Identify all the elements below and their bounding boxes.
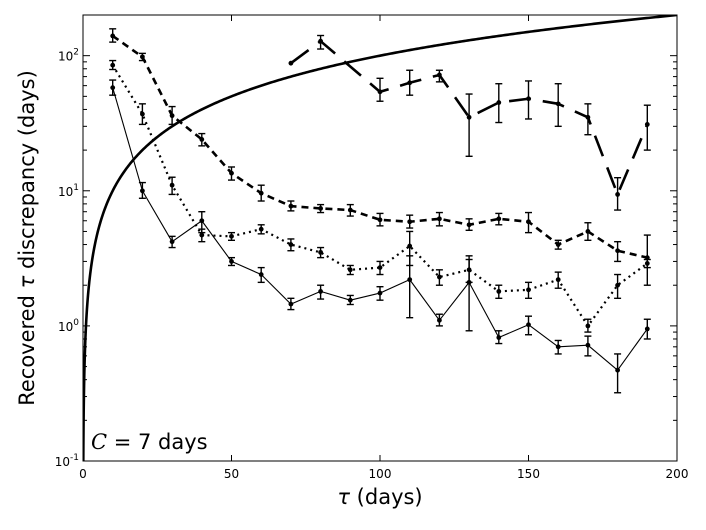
series-layer <box>83 15 677 461</box>
data-point <box>377 290 383 296</box>
data-point <box>377 217 383 223</box>
data-point <box>288 60 294 66</box>
y-tick-label: 10-1 <box>55 453 79 469</box>
data-point <box>169 239 175 245</box>
data-point <box>318 249 323 255</box>
data-point <box>318 38 323 44</box>
x-tick-label: 150 <box>517 467 540 481</box>
data-point <box>615 367 620 373</box>
data-point <box>644 326 650 332</box>
data-point <box>437 317 442 323</box>
data-point <box>229 259 234 264</box>
x-tick-label: 0 <box>79 467 87 481</box>
ticks-layer: 0 50 100 150 200 10-1 100 101 102 <box>55 14 689 481</box>
data-point <box>169 113 175 119</box>
y-axis-label: Recovered τ discrepancy (days) <box>15 70 39 406</box>
data-point <box>466 222 472 228</box>
data-point <box>199 218 205 224</box>
data-point <box>615 248 620 254</box>
data-point <box>466 279 472 285</box>
x-tick-label: 100 <box>369 467 392 481</box>
data-point <box>585 342 591 348</box>
data-point <box>555 101 561 107</box>
data-point <box>347 267 353 273</box>
data-point <box>466 114 472 120</box>
y-tick-label: 102 <box>58 48 79 64</box>
data-point <box>377 265 383 271</box>
data-point <box>526 287 531 293</box>
reference-line <box>83 15 677 461</box>
data-point <box>585 114 591 120</box>
data-point <box>169 182 175 188</box>
data-point <box>140 188 145 194</box>
data-point <box>110 33 116 39</box>
y-tick-label: 100 <box>58 318 79 334</box>
data-point <box>555 344 561 350</box>
data-point <box>496 216 502 222</box>
x-tick-label: 50 <box>224 467 239 481</box>
data-point <box>347 207 353 213</box>
data-point <box>318 206 323 211</box>
data-point <box>140 54 145 60</box>
data-point <box>407 243 413 249</box>
data-point <box>496 289 502 294</box>
data-point <box>615 192 620 197</box>
data-point <box>110 62 116 68</box>
data-point <box>526 322 531 328</box>
data-point <box>437 274 442 280</box>
data-point <box>496 335 502 340</box>
data-point <box>258 226 264 232</box>
data-point <box>437 72 442 78</box>
series-line <box>290 39 649 196</box>
data-point <box>555 242 561 247</box>
data-point <box>585 323 591 329</box>
data-point <box>347 297 353 303</box>
series-long-dash <box>288 34 651 211</box>
data-point <box>288 242 294 247</box>
data-point <box>407 80 413 86</box>
x-tick-label: 200 <box>666 467 689 481</box>
data-point <box>199 232 205 238</box>
series-dotted <box>109 59 651 333</box>
x-axis-label: τ (days) <box>337 485 422 509</box>
annotation-cadence: C = 7 days <box>91 430 208 454</box>
data-point <box>526 96 531 102</box>
series-reference-y-x <box>83 15 677 461</box>
data-point <box>288 301 294 307</box>
data-point <box>644 261 650 266</box>
data-point <box>110 85 116 91</box>
data-point <box>258 272 264 277</box>
data-point <box>437 216 442 222</box>
data-point <box>407 219 413 225</box>
data-point <box>140 111 145 117</box>
data-point <box>585 229 591 234</box>
data-point <box>496 100 502 105</box>
data-point <box>377 89 383 95</box>
data-point <box>288 203 294 209</box>
data-point <box>229 170 234 176</box>
data-point <box>644 121 650 127</box>
data-point <box>258 190 264 196</box>
data-point <box>555 277 561 283</box>
data-point <box>199 137 205 142</box>
data-point <box>229 233 234 239</box>
data-point <box>615 282 620 288</box>
data-point <box>526 219 531 225</box>
y-tick-label: 101 <box>58 183 79 199</box>
series-thin-solid <box>109 79 651 394</box>
data-point <box>318 289 323 294</box>
data-point <box>407 277 413 283</box>
